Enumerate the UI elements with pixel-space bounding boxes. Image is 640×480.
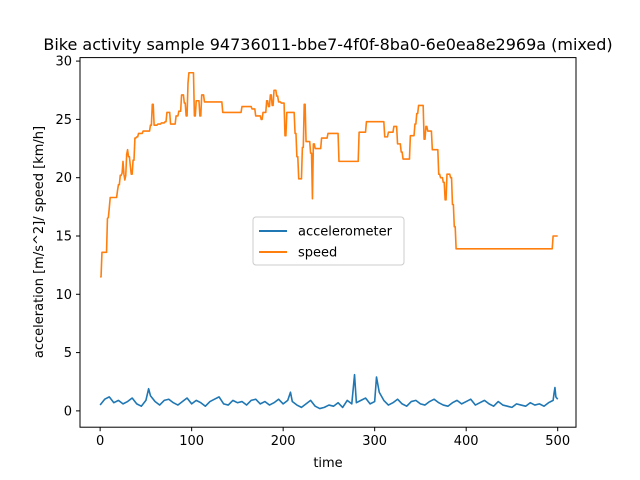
legend-label-accelerometer: accelerometer <box>298 225 393 240</box>
x-tick-label: 200 <box>271 434 296 449</box>
y-tick-label: 25 <box>55 113 72 128</box>
y-axis-label: acceleration [m/s^2]/ speed [km/h] <box>32 126 47 358</box>
x-tick-label: 400 <box>454 434 479 449</box>
y-tick-label: 5 <box>64 346 72 361</box>
series-line-speed <box>100 71 558 278</box>
x-tick-label: 100 <box>179 434 204 449</box>
y-tick-label: 30 <box>55 55 72 70</box>
x-tick-label: 500 <box>545 434 570 449</box>
series-layer <box>99 71 559 410</box>
y-tick-label: 10 <box>55 288 72 303</box>
legend: accelerometer speed <box>252 216 405 266</box>
x-axis: 0 100 200 300 400 500 <box>96 427 570 449</box>
y-tick-label: 20 <box>55 171 72 186</box>
plot-frame <box>79 57 577 428</box>
legend-box <box>252 216 405 266</box>
legend-label-speed: speed <box>298 246 337 261</box>
x-axis-label: time <box>313 456 342 471</box>
chart-title: Bike activity sample 94736011-bbe7-4f0f-… <box>43 35 612 54</box>
y-tick-label: 15 <box>55 229 72 244</box>
series-line-accelerometer <box>99 373 559 410</box>
x-tick-label: 0 <box>96 434 104 449</box>
x-tick-label: 300 <box>362 434 387 449</box>
y-axis: 0 5 10 15 20 25 30 <box>55 55 80 419</box>
y-tick-label: 0 <box>64 404 72 419</box>
